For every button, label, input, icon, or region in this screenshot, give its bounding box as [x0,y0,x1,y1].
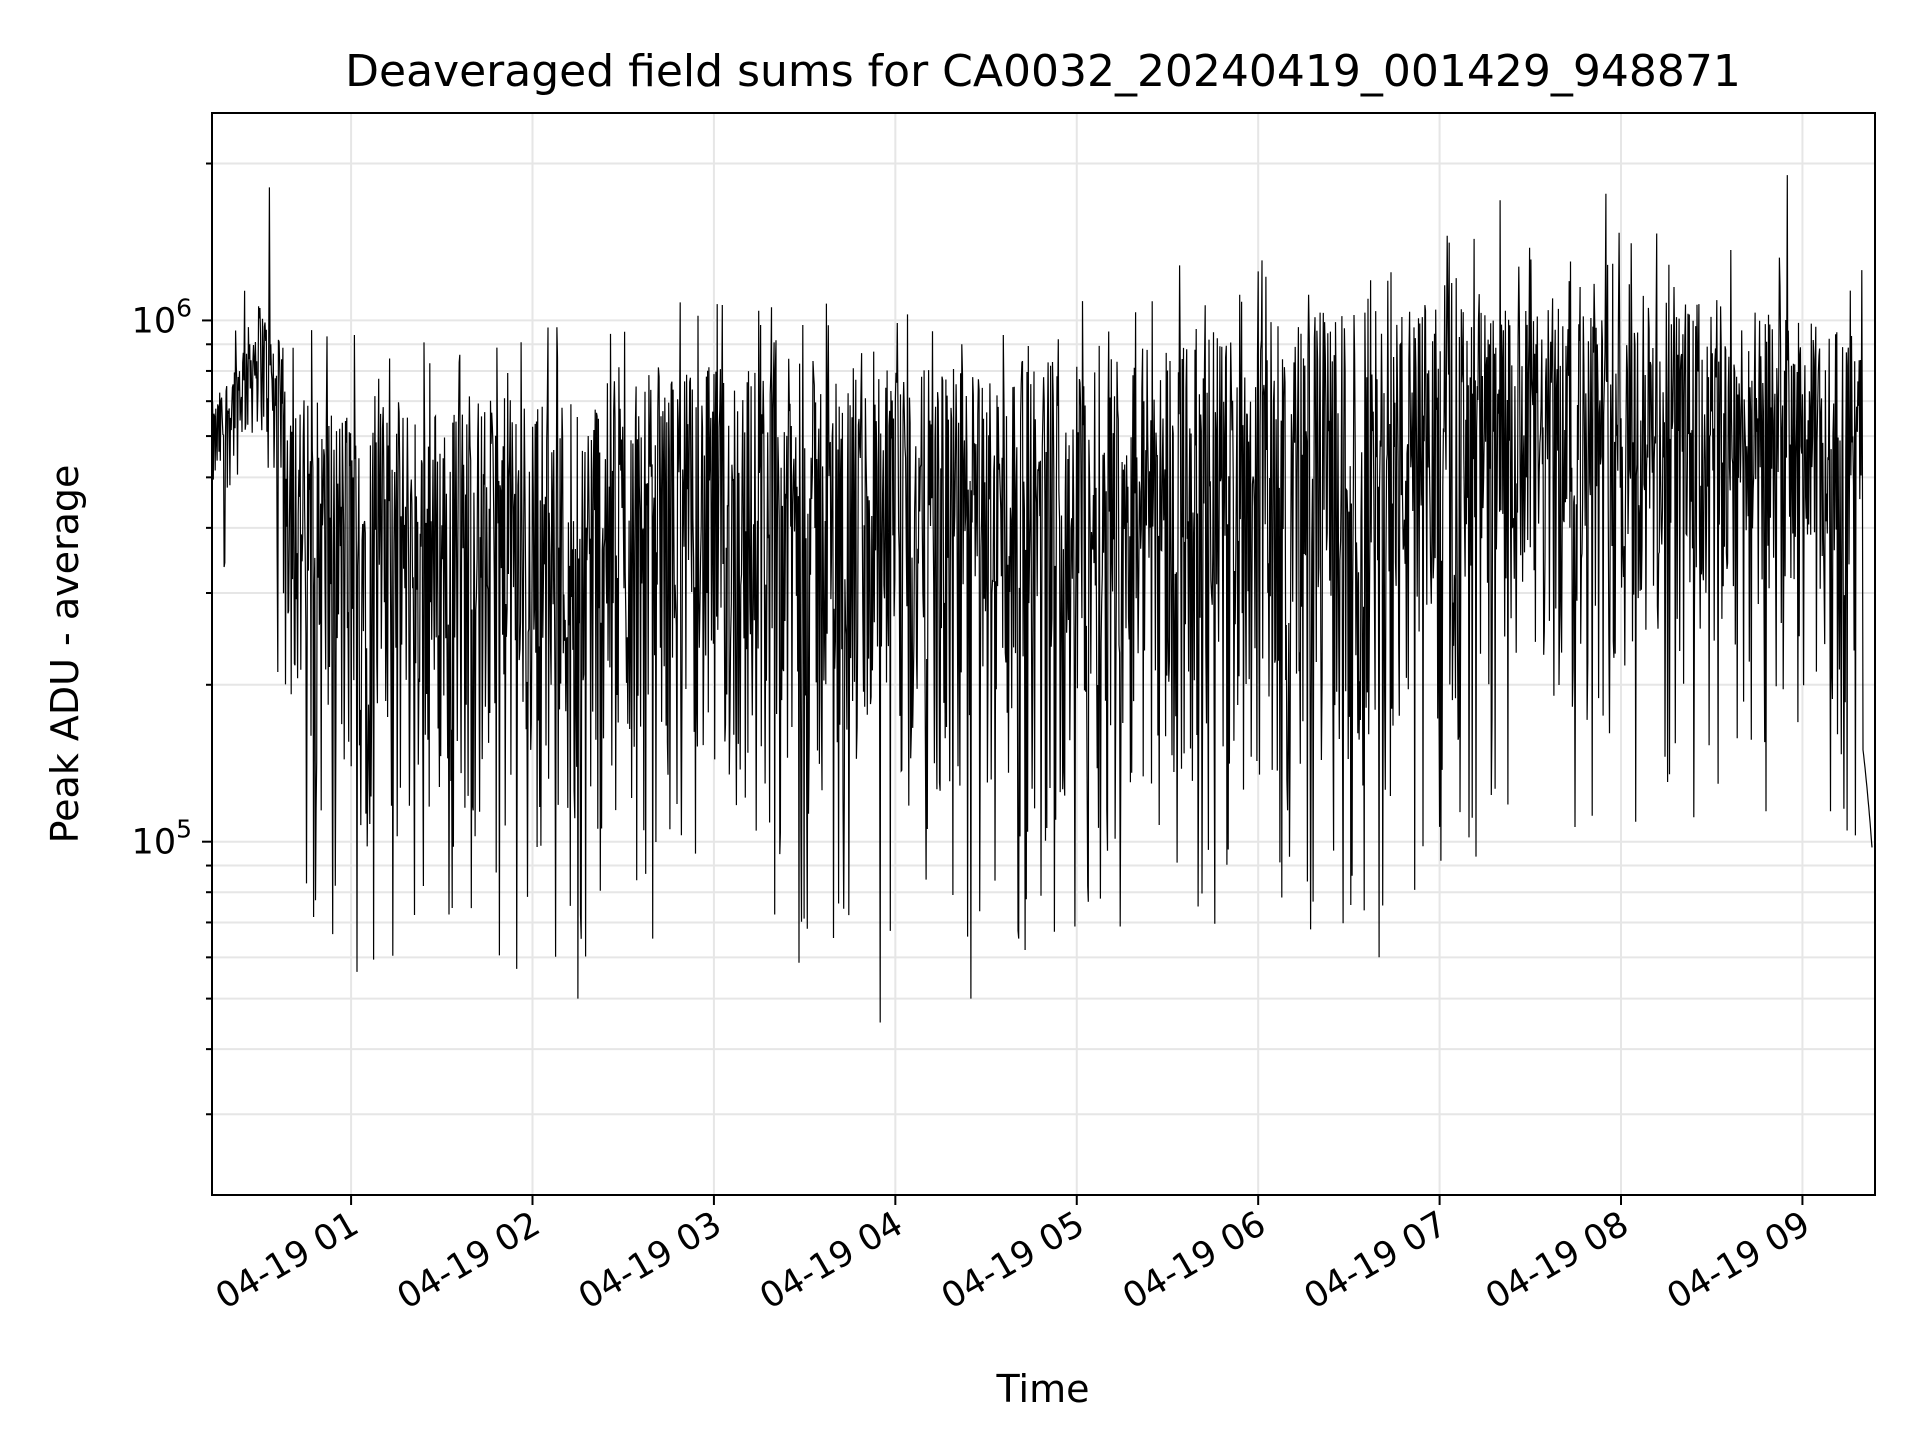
x-tick-label: 04-19 08 [1479,1204,1635,1317]
x-tick-label: 04-19 09 [1661,1204,1817,1317]
y-axis-label: Peak ADU - average [43,465,87,844]
series-peak-adu [211,175,1873,1023]
x-tick-label: 04-19 01 [209,1204,365,1317]
y-tick-label: 105 [132,815,192,863]
x-tick-label: 04-19 02 [391,1204,547,1317]
x-tick-label: 04-19 07 [1298,1204,1454,1317]
plot-frame [211,112,1876,1196]
series-line [211,175,1873,1023]
chart-title: Deaveraged field sums for CA0032_2024041… [345,46,1741,97]
x-tick-label: 04-19 04 [754,1204,910,1317]
x-tick-label: 04-19 06 [1116,1204,1272,1317]
x-axis-label: Time [996,1367,1090,1411]
y-tick-label: 106 [132,293,192,341]
x-tick-label: 04-19 03 [572,1204,728,1317]
x-tick-label: 04-19 05 [935,1204,1091,1317]
